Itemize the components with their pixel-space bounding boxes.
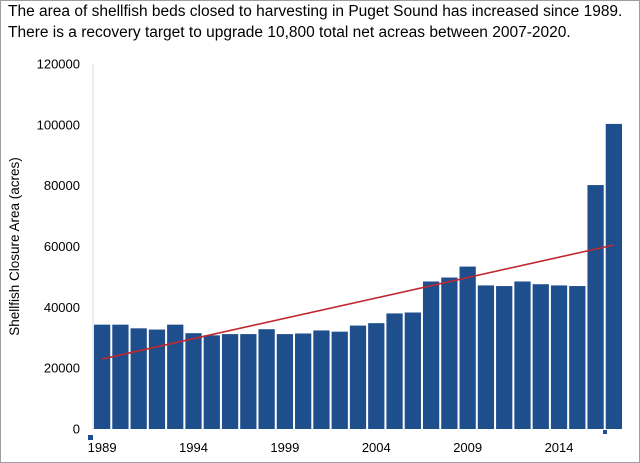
bar-2009 <box>459 266 476 429</box>
bar-2017 <box>605 123 622 429</box>
bar-1990 <box>112 324 129 429</box>
bar-2005 <box>386 313 403 429</box>
bar-1996 <box>221 334 239 429</box>
x-tick-label: 1999 <box>270 440 299 455</box>
bar-2014 <box>550 285 568 429</box>
x-tick-label: 2014 <box>545 440 574 455</box>
x-tick-label: 1994 <box>179 440 208 455</box>
corner-marker <box>603 430 607 434</box>
bar-1991 <box>130 328 147 429</box>
bar-1998 <box>258 329 275 429</box>
bar-2013 <box>532 284 549 429</box>
bar-2004 <box>368 323 385 429</box>
bar-1992 <box>148 329 166 429</box>
trendline <box>101 244 615 360</box>
y-tick-label: 0 <box>73 422 80 437</box>
bar-1995 <box>203 335 220 429</box>
bar-2010 <box>477 285 495 429</box>
y-tick-label: 120000 <box>37 57 80 72</box>
y-axis-label: Shellfish Closure Area (acres) <box>7 157 22 336</box>
x-tick-label: 2009 <box>453 440 482 455</box>
bar-2001 <box>313 330 330 429</box>
bar-1997 <box>240 334 257 429</box>
bar-2012 <box>514 281 531 429</box>
bar-1999 <box>276 334 294 429</box>
y-tick-label: 100000 <box>37 117 80 132</box>
bar-2008 <box>441 277 458 429</box>
x-tick-label: 2004 <box>362 440 391 455</box>
y-tick-label: 60000 <box>44 239 80 254</box>
bar-2007 <box>422 281 440 429</box>
bar-2011 <box>496 286 513 429</box>
x-tick-label: 1989 <box>88 440 117 455</box>
corner-marker <box>88 435 93 440</box>
bar-1994 <box>185 333 202 429</box>
bar-2016 <box>587 185 604 429</box>
bar-2000 <box>295 333 312 429</box>
x-axis-ticks: 1989 1994 1999 2004 2009 2014 <box>88 440 574 455</box>
bar-2006 <box>404 312 421 429</box>
y-tick-label: 80000 <box>44 178 80 193</box>
bar-2003 <box>349 325 367 429</box>
bar-1993 <box>167 324 184 429</box>
bar-2015 <box>569 286 586 429</box>
chart-subtitle-line-2: There is a recovery target to upgrade 10… <box>8 24 571 41</box>
y-axis-ticks: 0 20000 40000 60000 80000 100000 120000 <box>37 57 80 437</box>
y-tick-label: 20000 <box>44 361 80 376</box>
bar-1989 <box>94 324 111 429</box>
bars <box>94 123 622 429</box>
bar-2002 <box>331 331 348 429</box>
y-tick-label: 40000 <box>44 300 80 315</box>
chart-subtitle-line-1: The area of shellfish beds closed to har… <box>8 3 623 20</box>
